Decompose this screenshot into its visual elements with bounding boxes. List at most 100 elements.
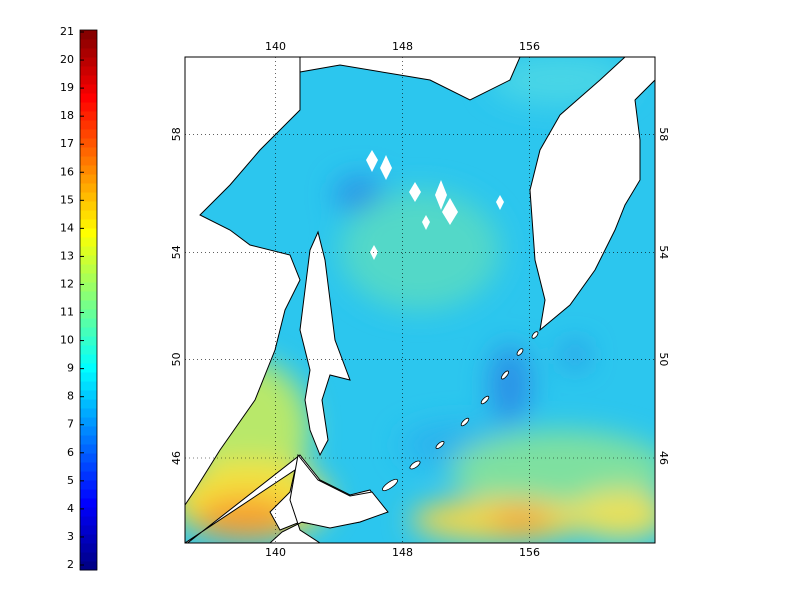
colorbar-step — [80, 75, 97, 85]
colorbar-step — [80, 462, 97, 472]
colorbar-step — [80, 237, 97, 247]
map-frame — [184, 56, 656, 544]
colorbar-tick-label: 2 — [67, 558, 74, 571]
colorbar-tick-label: 4 — [67, 502, 74, 515]
colorbar-tick-label: 5 — [67, 474, 74, 487]
colorbar-step — [80, 381, 97, 391]
colorbar-step — [80, 66, 97, 76]
colorbar-step — [80, 246, 97, 256]
colorbar-step — [80, 363, 97, 373]
hokkaido-body — [269, 453, 389, 543]
colorbar-step — [80, 219, 97, 229]
no-data-spots — [366, 150, 504, 260]
colorbar-step — [80, 210, 97, 220]
colorbar-step — [80, 408, 97, 418]
colorbar-step — [80, 282, 97, 292]
colorbar-step — [80, 165, 97, 175]
sakhalin — [299, 230, 351, 457]
colorbar-step — [80, 84, 97, 94]
colorbar-tick-label: 9 — [67, 362, 74, 375]
colorbar-step — [80, 390, 97, 400]
colorbar-tick-label: 16 — [60, 165, 74, 178]
colorbar-tick-label: 7 — [67, 418, 74, 431]
colorbar-step — [80, 273, 97, 283]
colorbar-step — [80, 354, 97, 364]
colorbar-step — [80, 543, 97, 553]
colorbar-step — [80, 516, 97, 526]
lon-label-top: 148 — [392, 40, 413, 53]
lon-label-bottom: 140 — [265, 546, 286, 559]
colorbar-step — [80, 327, 97, 337]
colorbar-step — [80, 489, 97, 499]
colorbar-step — [80, 309, 97, 319]
colorbar-step — [80, 453, 97, 463]
colorbar-frame — [79, 29, 98, 571]
colorbar-tick-label: 17 — [60, 137, 74, 150]
colorbar-step — [80, 264, 97, 274]
colorbar-tick-label: 13 — [60, 249, 74, 262]
colorbar-step — [80, 174, 97, 184]
colorbar-step — [80, 30, 97, 40]
colorbar-step — [80, 255, 97, 265]
colorbar-step — [80, 552, 97, 562]
colorbar-step — [80, 48, 97, 58]
colorbar-step — [80, 426, 97, 436]
lat-label-left: 58 — [170, 127, 183, 141]
colorbar-step — [80, 201, 97, 211]
colorbar-step — [80, 192, 97, 202]
colorbar-step — [80, 534, 97, 544]
colorbar-step — [80, 102, 97, 112]
sea-field — [185, 57, 655, 543]
kamchatka — [529, 57, 655, 332]
colorbar-step — [80, 291, 97, 301]
colorbar-step — [80, 156, 97, 166]
colorbar-step — [80, 300, 97, 310]
colorbar-step — [80, 399, 97, 409]
lat-label-left: 46 — [170, 451, 183, 465]
lon-label-top: 156 — [519, 40, 540, 53]
colorbar-tick-label: 15 — [60, 193, 74, 206]
north-coast — [299, 57, 521, 101]
colorbar-step — [80, 318, 97, 328]
colorbar-tick-label: 21 — [60, 25, 74, 38]
lat-label-left: 54 — [170, 245, 183, 259]
lat-label-left: 50 — [170, 352, 183, 366]
lat-label-right: 58 — [657, 127, 670, 141]
colorbar-step — [80, 228, 97, 238]
colorbar-step — [80, 525, 97, 535]
lon-label-bottom: 148 — [392, 546, 413, 559]
colorbar-tick-label: 14 — [60, 221, 74, 234]
colorbar-step — [80, 147, 97, 157]
colorbar-tick-label: 19 — [60, 81, 74, 94]
colorbar-step — [80, 183, 97, 193]
colorbar-step — [80, 480, 97, 490]
colorbar-tick-label: 6 — [67, 446, 74, 459]
colorbar-step — [80, 444, 97, 454]
colorbar-step — [80, 93, 97, 103]
kuril-islands — [382, 331, 539, 492]
colorbar-step — [80, 435, 97, 445]
colorbar-step — [80, 417, 97, 427]
lon-label-bottom: 156 — [519, 546, 540, 559]
colorbar-tick-label: 8 — [67, 390, 74, 403]
colorbar-step — [80, 372, 97, 382]
colorbar-step — [80, 345, 97, 355]
colorbar-step — [80, 138, 97, 148]
lat-label-right: 50 — [657, 352, 670, 366]
colorbar-tick-label: 10 — [60, 334, 74, 347]
colorbar-tick-label: 11 — [60, 306, 74, 319]
colorbar-tick-label: 3 — [67, 530, 74, 543]
mainland — [185, 57, 301, 506]
colorbar-step — [80, 507, 97, 517]
lon-label-top: 140 — [265, 40, 286, 53]
colorbar-step — [80, 471, 97, 481]
colorbar-step — [80, 498, 97, 508]
colorbar-tick-label: 18 — [60, 109, 74, 122]
colorbar-step — [80, 111, 97, 121]
colorbar-step — [80, 336, 97, 346]
colorbar-step — [80, 129, 97, 139]
colorbar-step — [80, 39, 97, 49]
colorbar-tick-label: 20 — [60, 53, 74, 66]
lat-label-right: 54 — [657, 245, 670, 259]
